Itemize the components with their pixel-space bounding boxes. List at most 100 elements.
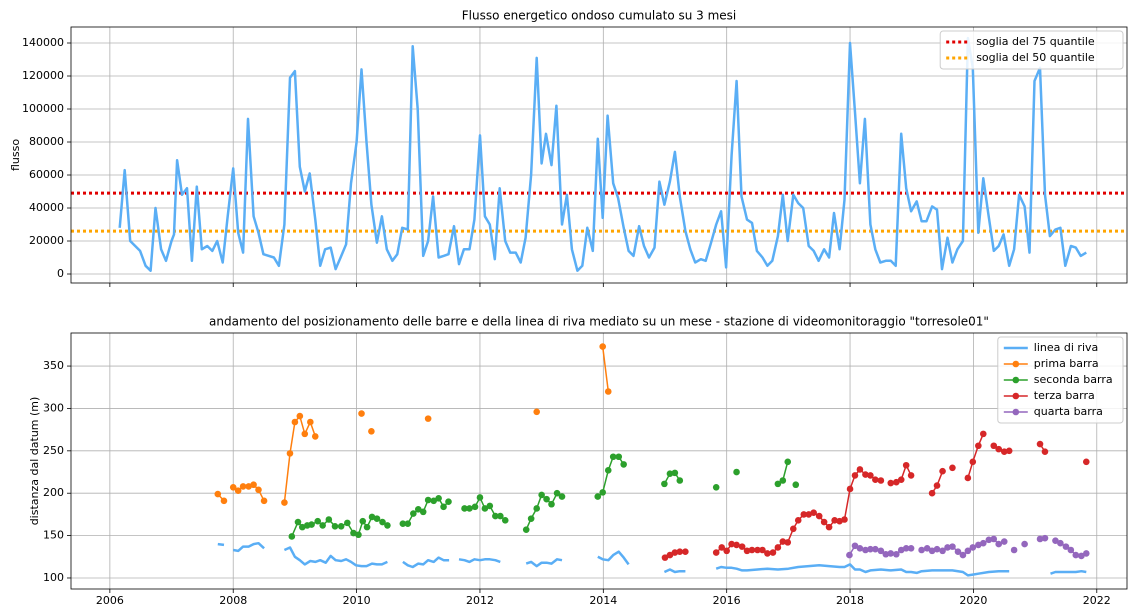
data-point bbox=[260, 497, 268, 505]
data-point bbox=[1082, 550, 1090, 557]
x-tick-label: 2016 bbox=[713, 594, 741, 606]
legend-marker bbox=[1012, 360, 1020, 368]
data-point bbox=[384, 522, 391, 529]
y-tick-label: 300 bbox=[43, 401, 64, 414]
x-tick-label: 2014 bbox=[589, 594, 617, 606]
data-point bbox=[733, 468, 740, 476]
data-point bbox=[718, 544, 726, 551]
data-point bbox=[872, 545, 879, 553]
axes-frame bbox=[70, 26, 1128, 284]
data-point bbox=[594, 493, 602, 500]
data-point bbox=[748, 546, 756, 554]
data-point bbox=[311, 433, 319, 440]
data-point bbox=[553, 489, 561, 497]
data-point bbox=[466, 505, 473, 512]
y-tick-label: 350 bbox=[43, 359, 64, 372]
data-point bbox=[325, 516, 333, 523]
data-point bbox=[856, 545, 864, 552]
y-tick-label: 60000 bbox=[29, 168, 64, 181]
data-point bbox=[743, 547, 751, 555]
x-tick-label: 2010 bbox=[343, 594, 371, 606]
data-point bbox=[1082, 458, 1090, 466]
data-point bbox=[471, 503, 479, 511]
data-point bbox=[893, 478, 900, 486]
data-point bbox=[733, 541, 740, 549]
data-point bbox=[918, 546, 925, 554]
data-point bbox=[373, 515, 381, 522]
data-point bbox=[995, 445, 1003, 453]
chart-title: andamento del posizionamento delle barre… bbox=[209, 315, 989, 329]
data-point bbox=[424, 496, 432, 504]
data-point bbox=[410, 510, 417, 517]
data-point bbox=[671, 469, 679, 477]
data-point bbox=[599, 489, 607, 496]
data-point bbox=[666, 551, 674, 559]
y-tick-label: 200 bbox=[43, 486, 64, 499]
data-point bbox=[810, 509, 817, 517]
data-point bbox=[872, 476, 879, 483]
data-point bbox=[301, 430, 309, 438]
data-point bbox=[604, 388, 612, 395]
data-point bbox=[682, 548, 689, 556]
legend-label: soglia del 75 quantile bbox=[976, 35, 1095, 48]
series-line bbox=[118, 36, 1087, 272]
x-tick-label: 2020 bbox=[959, 594, 987, 606]
data-point bbox=[902, 461, 910, 469]
data-point bbox=[1078, 552, 1085, 560]
data-point bbox=[990, 535, 998, 543]
data-point bbox=[1005, 447, 1013, 455]
data-point bbox=[759, 546, 766, 554]
data-point bbox=[856, 466, 864, 473]
data-point bbox=[337, 522, 345, 530]
x-tick-label: 2012 bbox=[466, 594, 494, 606]
data-point bbox=[846, 485, 854, 493]
data-point bbox=[1041, 534, 1049, 542]
data-point bbox=[286, 450, 294, 457]
y-axis-label: distanza dal datum (m) bbox=[28, 397, 41, 526]
data-point bbox=[522, 526, 530, 533]
data-point bbox=[949, 543, 956, 550]
y-axis-label: flusso bbox=[9, 139, 22, 171]
data-point bbox=[1057, 539, 1064, 547]
data-point bbox=[933, 482, 941, 489]
data-point bbox=[800, 511, 808, 518]
data-point bbox=[815, 512, 823, 520]
data-point bbox=[1072, 551, 1080, 559]
data-point bbox=[440, 503, 447, 511]
data-point bbox=[764, 550, 771, 557]
data-point bbox=[609, 453, 617, 461]
data-point bbox=[234, 487, 242, 494]
data-point bbox=[548, 500, 555, 508]
data-point bbox=[355, 531, 362, 539]
data-point bbox=[902, 545, 910, 552]
data-point bbox=[964, 547, 972, 555]
data-point bbox=[887, 479, 895, 487]
data-point bbox=[214, 490, 222, 498]
x-tick-label: 2006 bbox=[96, 594, 124, 606]
data-point bbox=[893, 550, 900, 558]
y-tick-label: 20000 bbox=[29, 234, 64, 247]
y-tick-label: 100 bbox=[43, 571, 64, 584]
data-point bbox=[789, 525, 797, 533]
data-point bbox=[661, 554, 669, 561]
legend-marker bbox=[1012, 392, 1020, 400]
data-point bbox=[877, 477, 885, 484]
data-point bbox=[404, 520, 412, 528]
data-point bbox=[841, 516, 848, 523]
data-point bbox=[784, 458, 792, 466]
data-point bbox=[820, 518, 828, 526]
legend-label: quarta barra bbox=[1034, 405, 1103, 418]
data-point bbox=[1067, 546, 1075, 554]
data-point bbox=[399, 520, 407, 528]
data-point bbox=[676, 477, 684, 484]
chart-title: Flusso energetico ondoso cumulato su 3 m… bbox=[462, 9, 737, 23]
data-point bbox=[676, 548, 684, 556]
data-point bbox=[558, 493, 566, 500]
data-point bbox=[728, 540, 735, 548]
data-point bbox=[291, 418, 299, 426]
y-tick-label: 250 bbox=[43, 444, 64, 457]
legend-marker bbox=[1012, 376, 1020, 384]
data-point bbox=[979, 430, 987, 438]
data-point bbox=[319, 522, 326, 529]
y-tick-label: 100000 bbox=[22, 102, 64, 115]
